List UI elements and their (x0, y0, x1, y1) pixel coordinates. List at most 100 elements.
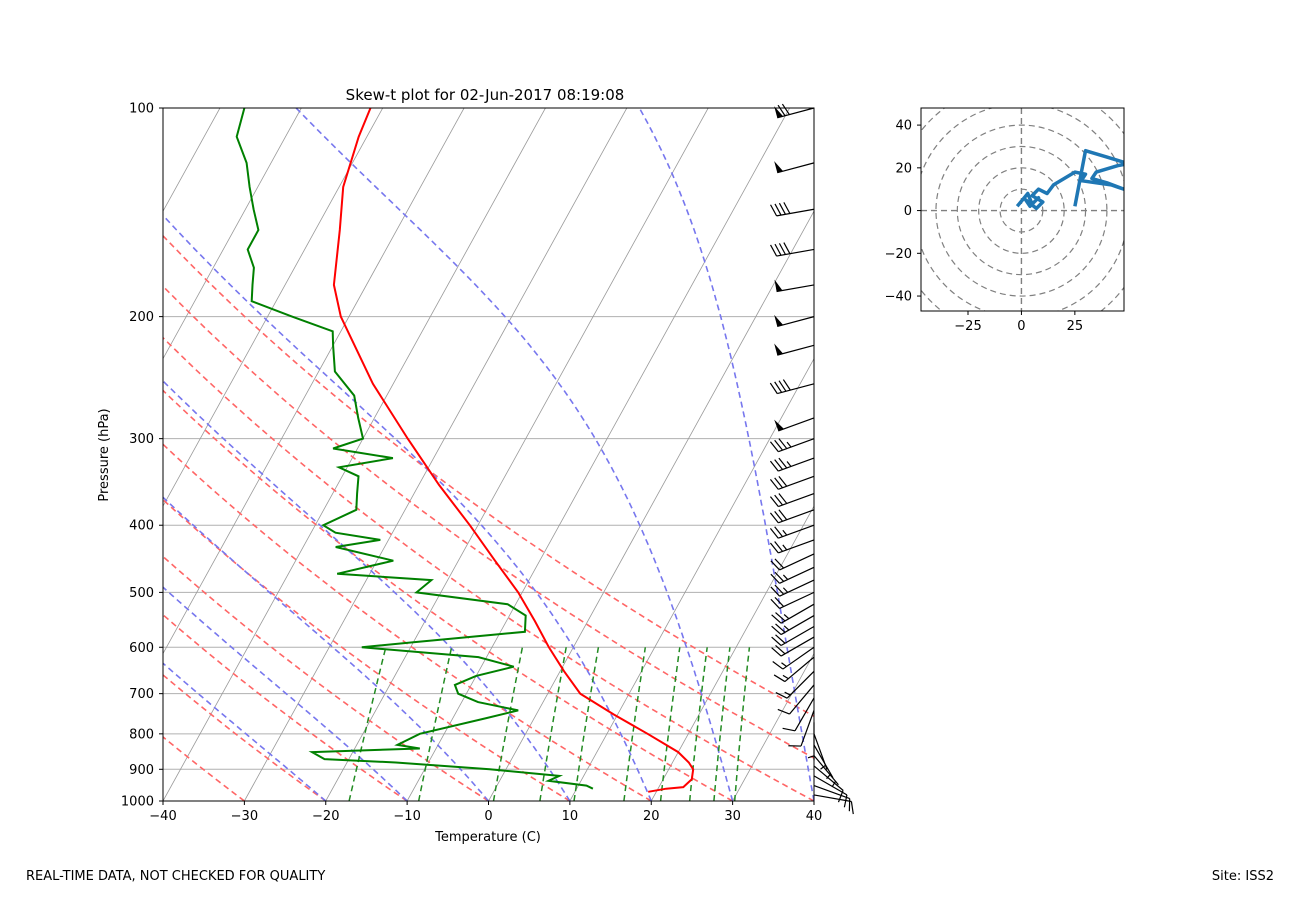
barb-full (774, 203, 782, 216)
barb-staff (779, 566, 815, 584)
isotherm-10 (569, 357, 814, 801)
skewt-axes: −40 −30 −20 −10 0 10 20 30 40 1000 900 800 700 600 500… (121, 102, 822, 825)
barb-full (770, 204, 778, 217)
y-tick-label: 300 (129, 432, 154, 447)
barb-staff (776, 284, 815, 293)
barb-full (778, 380, 787, 392)
mixing-ratio-line (492, 647, 524, 801)
barb-full (775, 644, 786, 655)
barb-full (770, 573, 780, 584)
barb-full (769, 527, 779, 539)
barb-full (773, 674, 786, 683)
barb-full (771, 647, 782, 657)
dry-adiabat (163, 555, 489, 801)
y-tick-label: 400 (129, 519, 154, 534)
dry-adiabat (163, 443, 652, 801)
barb-full (774, 439, 783, 451)
hodo-x-tick-label: 25 (1067, 319, 1084, 334)
wind-barb (769, 438, 815, 453)
dry-adiabat (163, 336, 814, 801)
barb-staff (778, 509, 815, 524)
wind-barb (770, 202, 815, 217)
barb-full (778, 457, 788, 469)
moist-adiabat (638, 108, 814, 801)
barb-half (783, 614, 790, 620)
isotherm--10 (406, 108, 790, 801)
moist-adiabat (163, 586, 408, 801)
wind-barb (813, 794, 854, 815)
dry-adiabat (163, 498, 571, 801)
barb-full (775, 634, 786, 644)
barb-staff (813, 775, 848, 796)
barb-full (775, 692, 788, 699)
wind-barb (769, 475, 815, 490)
barb-full (778, 202, 786, 215)
hodo-y-tick-label: −40 (885, 290, 912, 305)
barb-half (782, 529, 788, 536)
wind-barb (770, 579, 815, 597)
wind-barb (771, 603, 815, 624)
barb-staff (800, 710, 815, 747)
isotherm--20 (325, 108, 709, 801)
isotherm--70 (163, 108, 302, 360)
barb-flag (774, 314, 784, 327)
barb-half (782, 674, 789, 680)
barb-staff (778, 492, 815, 508)
barb-full (775, 612, 786, 622)
barb-full (777, 104, 786, 117)
barb-full (769, 460, 779, 472)
x-axis-label: Temperature (C) (434, 830, 541, 845)
barb-staff (778, 539, 815, 554)
barb-staff (778, 417, 815, 432)
barb-full (770, 244, 778, 257)
wind-barb (769, 539, 815, 554)
barb-full (769, 496, 779, 507)
wind-barb (773, 656, 815, 683)
barb-full (774, 381, 783, 393)
barb-flag (774, 106, 784, 118)
barb-staff (782, 646, 815, 670)
x-tick-label: −20 (312, 809, 339, 824)
wind-barb (774, 314, 815, 328)
barb-staff (780, 615, 815, 636)
barb-staff (777, 107, 815, 119)
y-tick-label: 900 (129, 763, 154, 778)
barb-staff (813, 755, 839, 786)
barb-full (769, 382, 778, 394)
wind-barb (771, 636, 815, 657)
isotherm-30 (732, 652, 814, 801)
hodo-y-tick-label: 40 (895, 119, 912, 134)
mixing-ratio-line (348, 647, 387, 801)
dry-adiabat (163, 613, 408, 801)
barb-full (778, 243, 786, 255)
hodograph-frame (920, 107, 1125, 312)
barb-full (771, 636, 782, 646)
quality-disclaimer: REAL-TIME DATA, NOT CHECKED FOR QUALITY (26, 869, 326, 884)
mixing-ratio-line (623, 647, 647, 801)
barb-full (782, 727, 796, 732)
x-tick-label: 20 (643, 809, 660, 824)
isotherm-40 (813, 800, 814, 801)
moist-adiabat (295, 108, 734, 801)
barb-flag (774, 419, 784, 431)
barb-staff (780, 603, 815, 624)
barb-full (778, 475, 788, 487)
isotherm--100 (0, 108, 57, 801)
barb-full (770, 560, 780, 571)
y-tick-label: 100 (129, 102, 154, 117)
barb-full (782, 379, 791, 391)
x-tick-label: 30 (724, 809, 741, 824)
y-tick-label: 200 (129, 310, 154, 325)
wind-barb (769, 509, 815, 524)
barb-full (770, 586, 780, 597)
wind-barb (788, 710, 815, 747)
barb-full (774, 596, 785, 607)
barb-full (769, 479, 779, 490)
dry-adiabat (163, 735, 245, 801)
barb-full (850, 801, 854, 815)
barb-staff (777, 162, 815, 174)
hodo-y-tick-label: 0 (904, 204, 912, 219)
barb-staff (776, 248, 815, 257)
wind-barb (774, 103, 815, 119)
barb-half (782, 574, 789, 580)
